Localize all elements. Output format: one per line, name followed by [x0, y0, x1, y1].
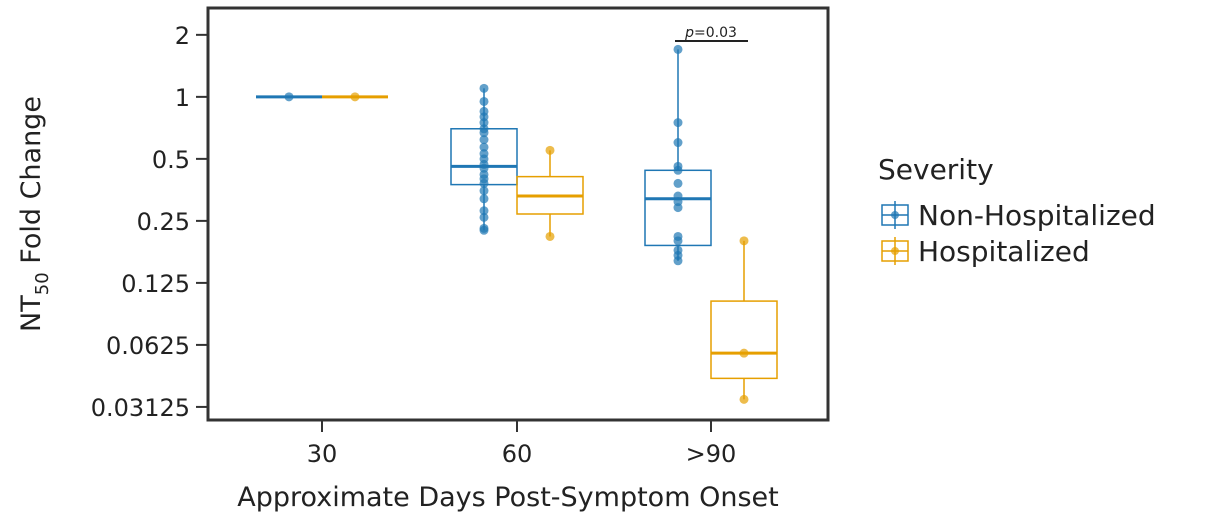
data-point [673, 161, 683, 171]
data-point [479, 135, 489, 145]
series-non-hospitalized [256, 44, 712, 266]
y-tick-label: 2 [175, 22, 190, 50]
data-point [739, 236, 749, 246]
legend-swatch-point [891, 247, 899, 255]
data-point [479, 194, 489, 204]
y-tick-label: 0.03125 [91, 394, 190, 422]
data-point [545, 145, 555, 155]
data-point [545, 231, 555, 241]
y-axis-label-suffix: Fold Change [16, 96, 47, 272]
x-axis-label: Approximate Days Post-Symptom Onset [237, 482, 778, 513]
series-hospitalized [322, 92, 778, 404]
x-tick-label: >90 [686, 440, 737, 468]
data-point [479, 83, 489, 93]
plot-content [256, 44, 778, 404]
data-point [350, 92, 360, 102]
data-point [673, 44, 683, 54]
data-point [479, 106, 489, 116]
y-tick-label: 1 [175, 84, 190, 112]
data-point [739, 348, 749, 358]
legend-item: Hospitalized [881, 235, 1090, 268]
legend-title: Severity [878, 153, 994, 186]
box [710, 300, 778, 380]
x-tick-label: 60 [502, 440, 533, 468]
data-point [479, 96, 489, 106]
data-point [479, 186, 489, 196]
y-axis-label-subscript: 50 [32, 272, 53, 295]
p-value-label: p=0.03 [684, 25, 737, 41]
legend-swatch-point [891, 211, 899, 219]
data-point [479, 169, 489, 179]
data-point [479, 142, 489, 152]
y-axis: 2 1 0.5 0.25 0.125 0.0625 0.03125 [91, 22, 208, 422]
data-point [479, 223, 489, 233]
legend-label: Non-Hospitalized [918, 199, 1156, 232]
data-point [673, 178, 683, 188]
y-tick-label: 0.125 [121, 270, 190, 298]
data-point [673, 231, 683, 241]
data-point [284, 92, 294, 102]
data-point [479, 124, 489, 134]
data-point [673, 245, 683, 255]
legend-item: Non-Hospitalized [881, 199, 1156, 232]
data-point [673, 138, 683, 148]
y-tick-label: 0.25 [137, 208, 190, 236]
data-point [479, 149, 489, 159]
data-point [673, 191, 683, 201]
data-point [479, 206, 489, 216]
significance-annotation: p=0.03 [675, 25, 748, 42]
x-axis: 30 60 >90 [307, 420, 737, 468]
x-tick-label: 30 [307, 440, 338, 468]
y-tick-label: 0.5 [152, 146, 190, 174]
data-point [673, 118, 683, 128]
y-axis-label: NT50 Fold Change [16, 96, 53, 332]
data-point [479, 212, 489, 222]
data-point [739, 394, 749, 404]
legend-label: Hospitalized [918, 235, 1090, 268]
y-tick-label: 0.0625 [106, 332, 190, 360]
